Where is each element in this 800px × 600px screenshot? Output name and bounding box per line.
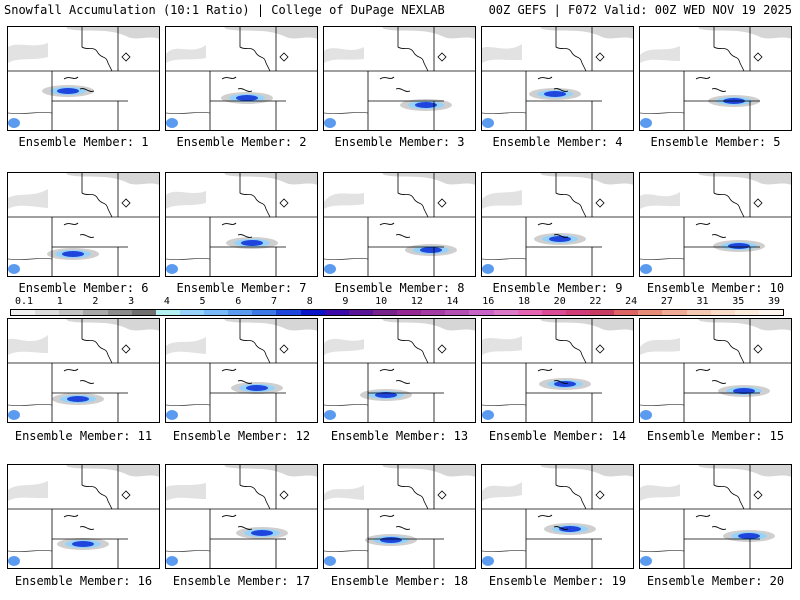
colorbar-swatch [252,310,277,315]
ensemble-member-label: Ensemble Member: 8 [334,281,465,295]
ensemble-member-label: Ensemble Member: 17 [172,574,311,588]
ensemble-map-panel-4 [481,26,634,131]
colorbar-tick-label: 9 [342,296,349,307]
colorbar-tick-label: 3 [128,296,135,307]
ensemble-member-label: Ensemble Member: 4 [492,135,623,149]
colorbar-swatch [131,310,156,315]
colorbar-tick-label: 5 [199,296,206,307]
colorbar-swatch [300,310,325,315]
run-valid-info: 00Z GEFS | F072 Valid: 00Z WED NOV 19 20… [488,3,792,17]
colorbar-tick-label: 10 [375,296,388,307]
colorbar-tick-label: 1 [56,296,63,307]
ensemble-map-panel-8 [323,172,476,277]
colorbar-swatch [59,310,84,315]
ensemble-map-panel-1 [7,26,160,131]
ensemble-member-label: Ensemble Member: 2 [176,135,307,149]
ensemble-member-label: Ensemble Member: 10 [646,281,785,295]
colorbar-swatch [179,310,204,315]
ensemble-member-label: Ensemble Member: 14 [488,429,627,443]
ensemble-map-panel-17 [165,464,318,569]
colorbar-swatch [590,310,615,315]
ensemble-map-panel-5 [639,26,792,131]
colorbar-tick-label: 16 [482,296,495,307]
colorbar-swatch [565,310,590,315]
colorbar-swatch [686,310,711,315]
ensemble-member-label: Ensemble Member: 19 [488,574,627,588]
colorbar-tick-label: 22 [589,296,602,307]
ensemble-map-panel-13 [323,318,476,423]
colorbar-swatch [372,310,397,315]
colorbar-swatch [517,310,542,315]
ensemble-member-label: Ensemble Member: 12 [172,429,311,443]
colorbar-swatch [710,310,735,315]
colorbar-tick-label: 27 [660,296,673,307]
ensemble-member-label: Ensemble Member: 18 [330,574,469,588]
colorbar-swatch [204,310,229,315]
colorbar-swatch [493,310,518,315]
colorbar-swatch [421,310,446,315]
colorbar-swatch [276,310,301,315]
colorbar-swatch [397,310,422,315]
colorbar-swatch [758,310,783,315]
colorbar-tick-label: 6 [235,296,242,307]
colorbar-tick-label: 8 [306,296,313,307]
colorbar-swatch [734,310,759,315]
colorbar-tick-label: 24 [625,296,638,307]
ensemble-member-label: Ensemble Member: 5 [650,135,781,149]
ensemble-member-label: Ensemble Member: 7 [176,281,307,295]
ensemble-map-panel-3 [323,26,476,131]
colorbar-swatch [83,310,108,315]
colorbar-swatch [35,310,60,315]
colorbar-swatch [469,310,494,315]
ensemble-member-label: Ensemble Member: 6 [18,281,149,295]
colorbar-swatch [228,310,253,315]
colorbar-swatch [445,310,470,315]
snowfall-colorbar [10,309,784,316]
ensemble-map-panel-7 [165,172,318,277]
colorbar-tick-label: 4 [163,296,170,307]
ensemble-member-label: Ensemble Member: 20 [646,574,785,588]
colorbar-tick-label: 35 [732,296,745,307]
colorbar-swatch [324,310,349,315]
ensemble-map-panel-2 [165,26,318,131]
ensemble-map-panel-9 [481,172,634,277]
ensemble-map-panel-16 [7,464,160,569]
colorbar-tick-label: 18 [517,296,531,307]
ensemble-map-panel-18 [323,464,476,569]
colorbar-tick-label: 14 [446,296,459,307]
ensemble-map-panel-14 [481,318,634,423]
ensemble-member-label: Ensemble Member: 15 [646,429,785,443]
colorbar-swatch [614,310,639,315]
colorbar-swatch [638,310,663,315]
colorbar-swatch [107,310,132,315]
ensemble-map-panel-10 [639,172,792,277]
colorbar-swatch [662,310,687,315]
ensemble-map-panel-15 [639,318,792,423]
ensemble-map-panel-20 [639,464,792,569]
ensemble-member-label: Ensemble Member: 9 [492,281,623,295]
colorbar-tick-label: 39 [767,296,781,307]
ensemble-member-label: Ensemble Member: 16 [14,574,153,588]
colorbar-swatch [348,310,373,315]
colorbar-labels: 0.1 1 2 3 4 5 6 7 8 9 10 12 14 16 18 20 22 24 27 31 35 39 [10,296,784,308]
ensemble-member-label: Ensemble Member: 11 [14,429,153,443]
colorbar-tick-label: 20 [553,296,566,307]
ensemble-member-label: Ensemble Member: 1 [18,135,149,149]
colorbar-swatch [155,310,180,315]
ensemble-member-label: Ensemble Member: 3 [334,135,465,149]
ensemble-map-panel-12 [165,318,318,423]
colorbar-tick-label: 2 [92,296,99,307]
colorbar-tick-label: 12 [410,296,423,307]
colorbar-swatch [541,310,566,315]
colorbar-tick-label: 0.1 [14,296,34,307]
ensemble-map-panel-11 [7,318,160,423]
colorbar-swatch [11,310,36,315]
ensemble-map-panel-19 [481,464,634,569]
map-title: Snowfall Accumulation (10:1 Ratio) | Col… [4,3,445,17]
ensemble-member-label: Ensemble Member: 13 [330,429,469,443]
ensemble-map-panel-6 [7,172,160,277]
colorbar-tick-label: 31 [696,296,709,307]
colorbar-tick-label: 7 [270,296,278,307]
